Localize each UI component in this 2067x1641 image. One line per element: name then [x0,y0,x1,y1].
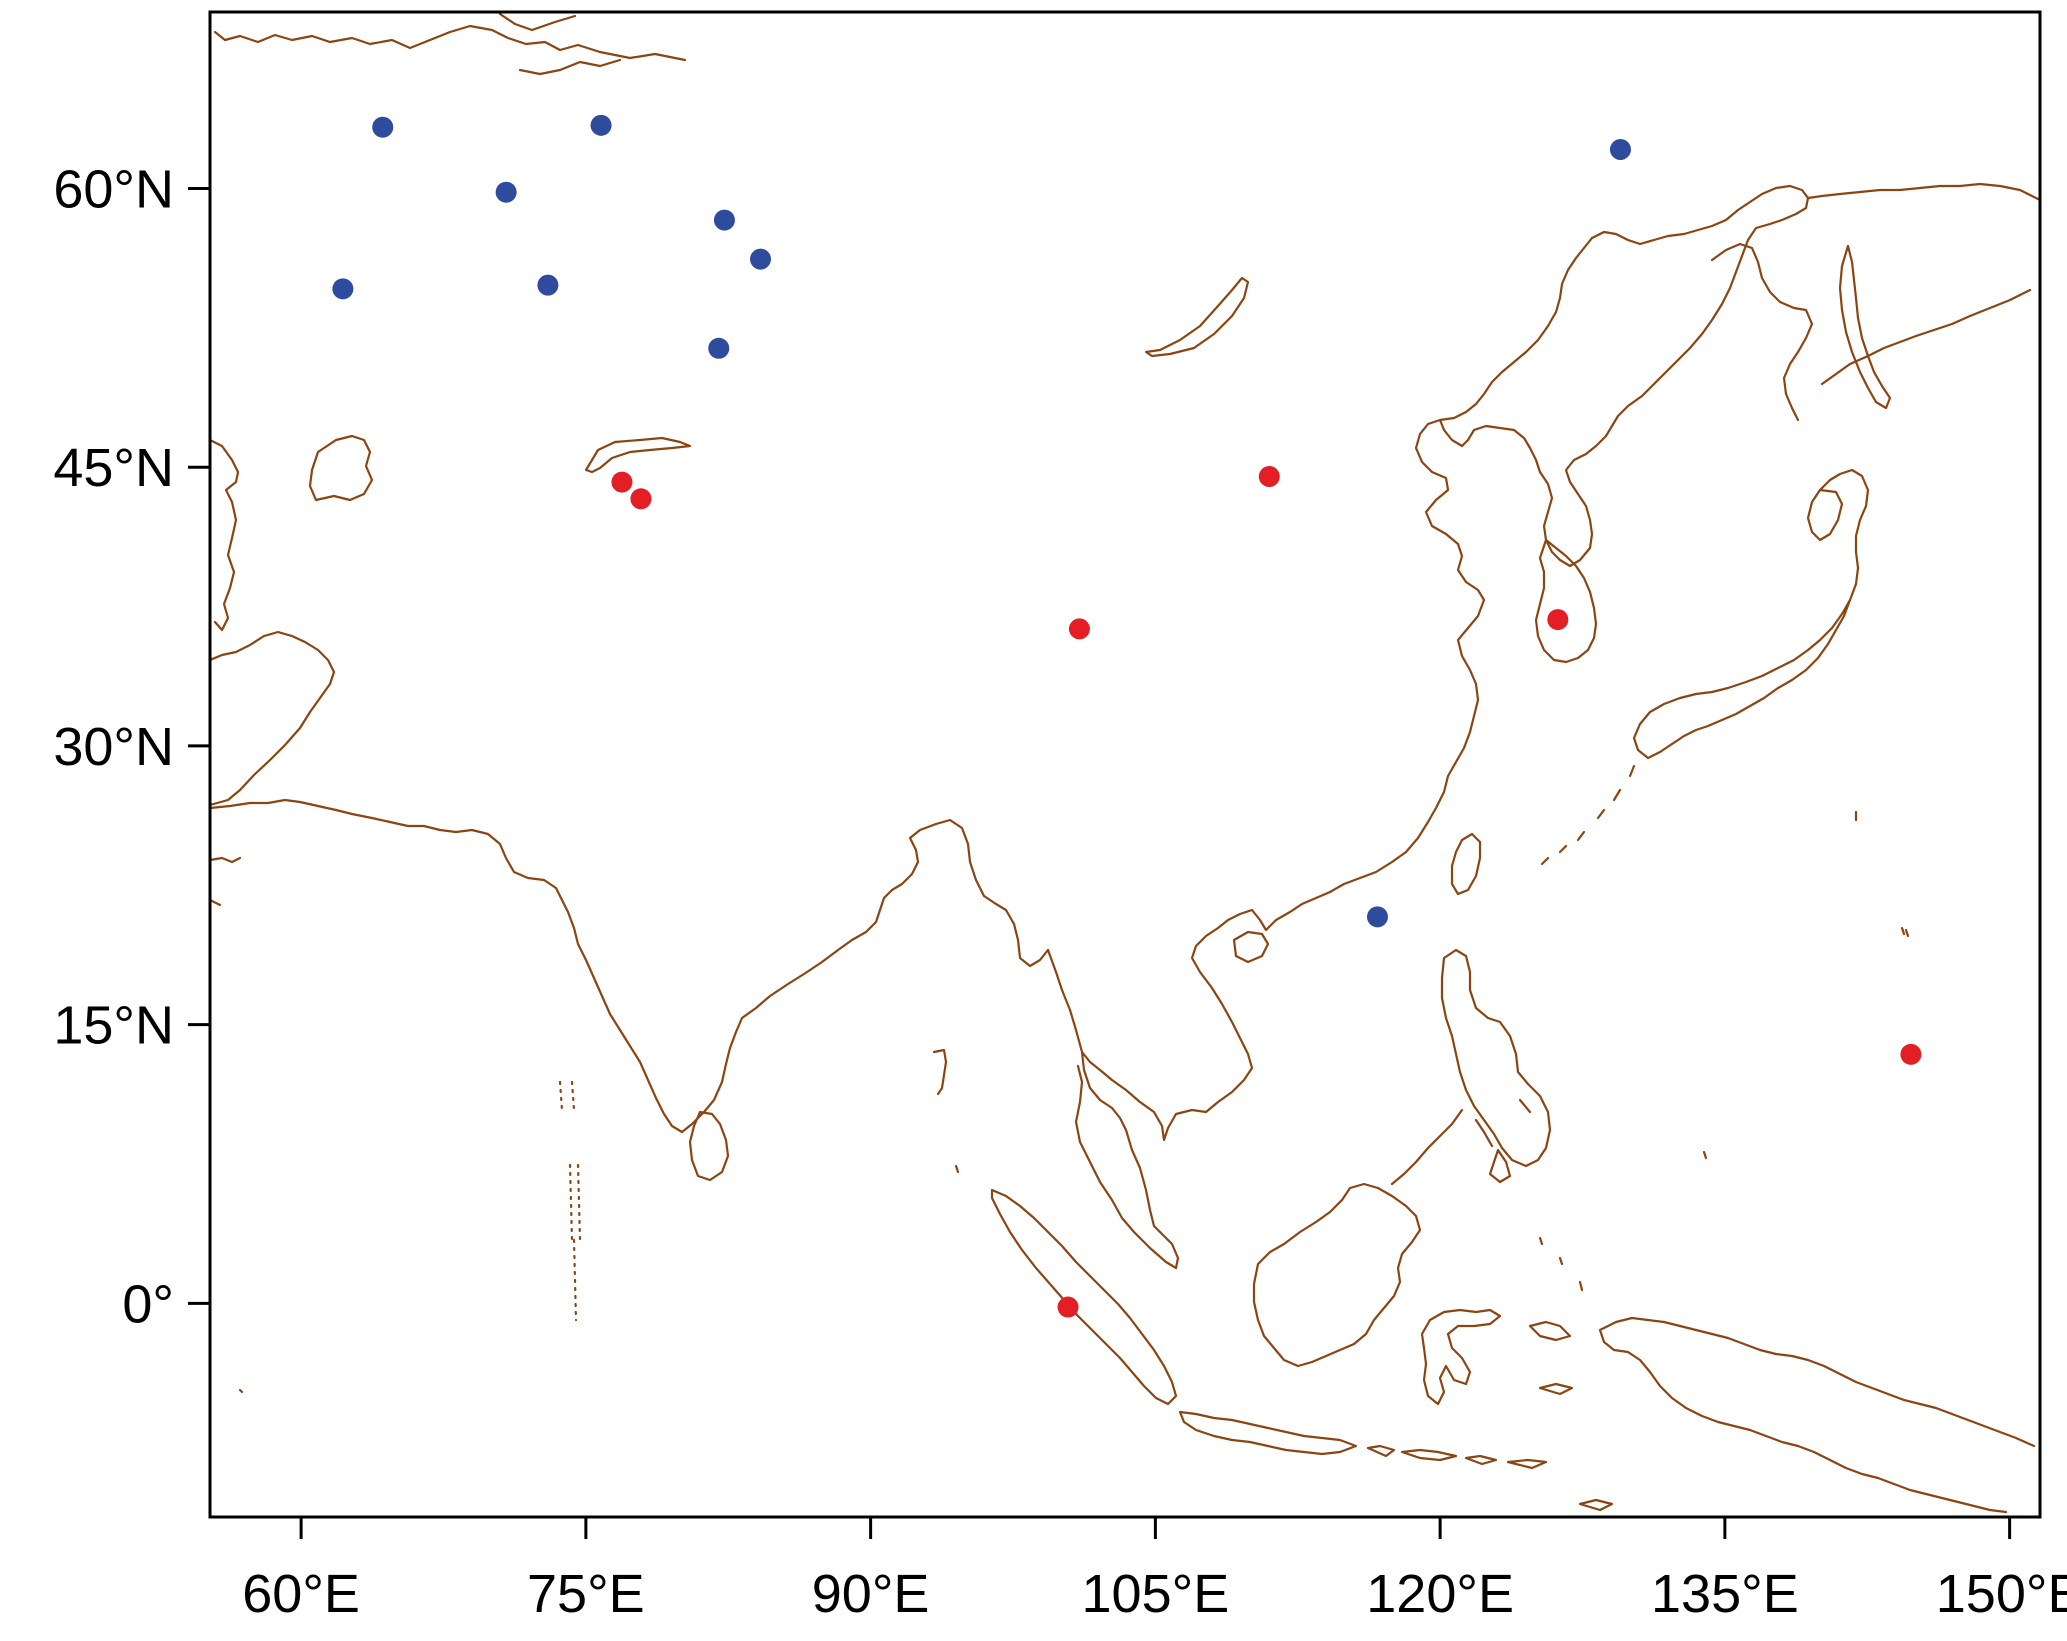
philippines [1390,948,1552,1186]
sakhalin [1838,244,1892,410]
y-tick-label: 45°N [53,438,174,498]
coastlines [210,12,2040,1514]
ryukyu-islands [1540,764,1910,938]
x-tick-label: 120°E [1366,1564,1514,1624]
x-tick-label: 75°E [527,1564,645,1624]
x-tick-label: 60°E [242,1564,360,1624]
middle-east-coast [210,630,336,907]
red-point [1057,1296,1079,1318]
taiwan [1450,832,1482,896]
blue-point [708,337,730,359]
blue-point [713,209,735,231]
hainan [1232,930,1270,964]
lake-baikal [1144,276,1250,358]
red-point [1547,609,1569,631]
red-point [1900,1043,1922,1065]
blue-point [750,248,772,270]
y-tick-label: 60°N [53,160,174,220]
south-asia-coast [210,798,1050,1134]
blue-point [590,114,612,136]
sri-lanka [688,1110,730,1182]
lake-balkhash [584,436,692,474]
okhotsk-coast [1710,182,2040,422]
blue-point [1609,138,1631,160]
aral-sea [308,434,374,502]
blue-point [372,116,394,138]
korea [1534,538,1598,664]
japan [1632,468,1870,760]
sulawesi [1420,1308,1502,1406]
y-tick-label: 0° [122,1274,174,1334]
axes: 60°E 75°E 90°E 105°E 120°E 135°E 150°E 60°N 45°N… [53,160,2067,1624]
caspian-sea [210,438,240,632]
small-islands [238,926,1906,1394]
x-tick-label: 135°E [1651,1564,1799,1624]
x-tick-label: 150°E [1936,1564,2067,1624]
blue-point [332,278,354,300]
blue-point [495,181,517,203]
x-tick-label: 90°E [812,1564,930,1624]
new-guinea [1528,1316,2036,1514]
maldives [558,1080,582,1322]
sumatra [990,1188,1178,1406]
points-layer [332,114,1922,1318]
borneo [1252,1182,1422,1368]
blue-point [537,274,559,296]
red-point [1068,618,1090,640]
red-point [611,471,633,493]
arctic-coast [213,12,687,76]
east-asia-coast [1328,184,1810,894]
red-point [630,488,652,510]
java [1178,1410,1548,1470]
x-tick-label: 105°E [1082,1564,1230,1624]
y-tick-label: 15°N [53,996,174,1056]
blue-point [1366,906,1388,928]
plot-frame [208,10,2042,1519]
southeast-asia-mainland [1046,890,1332,1270]
y-tick-label: 30°N [53,717,174,777]
red-point [1258,466,1280,488]
